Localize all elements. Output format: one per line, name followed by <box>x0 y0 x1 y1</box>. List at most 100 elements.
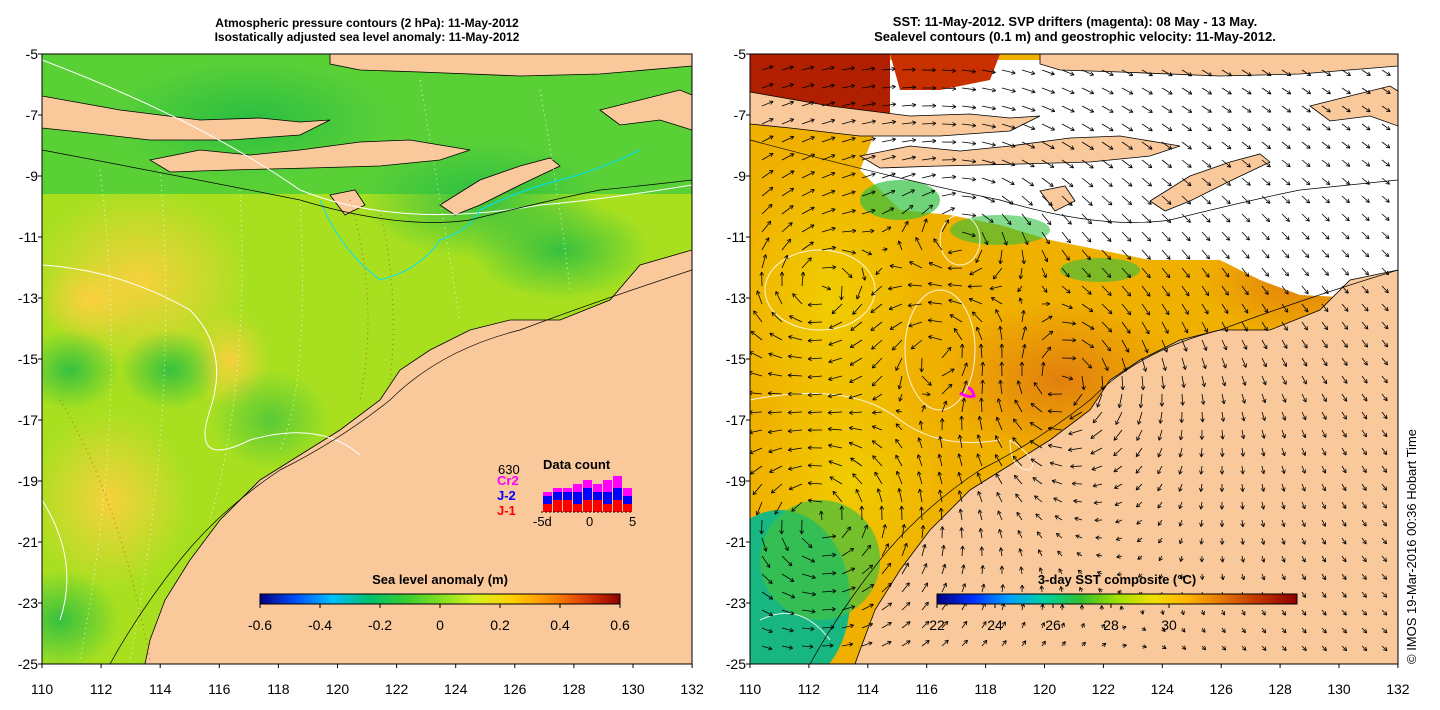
colorbar-tick-label: 0.6 <box>610 617 630 633</box>
velocity-arrows <box>750 65 1391 652</box>
sst-colorbar-ticks: 22 24 26 28 30 <box>929 604 1177 633</box>
colorbar-tick-label: 30 <box>1161 617 1177 633</box>
y-tick-label: -21 <box>18 534 38 550</box>
australia-land-sst <box>854 269 1398 664</box>
x-tick-label: 110 <box>31 681 54 697</box>
colorbar-tick-label: 28 <box>1103 617 1119 633</box>
x-tick-label: 128 <box>1268 681 1292 697</box>
bar-j1 <box>623 504 632 512</box>
x-tick-label: 118 <box>974 681 997 697</box>
y-tick-label: -5 <box>26 46 39 62</box>
legend-j1: J-1 <box>497 503 516 518</box>
x-tick-label: 132 <box>680 681 704 697</box>
x-tick-label: 112 <box>90 681 113 697</box>
y-tick-label: -23 <box>726 595 746 611</box>
x-tick-label: 128 <box>562 681 586 697</box>
colorbar-tick-label: -0.2 <box>368 617 392 633</box>
bar-cr2 <box>593 484 602 492</box>
colorbar-tick-label: 0 <box>436 617 444 633</box>
x-tick-label: 110 <box>739 681 762 697</box>
bar-j2 <box>613 488 622 500</box>
imos-credit: © IMOS 19-Mar-2016 00:36 Hobart Time <box>1404 428 1419 664</box>
bar-j1 <box>613 500 622 512</box>
sla-colorbar-ticks: -0.6 -0.4 -0.2 0 0.2 0.4 0.6 <box>248 604 630 633</box>
bar-cr2 <box>613 476 622 488</box>
x-tick-label: 118 <box>267 681 290 697</box>
data-count-number: 630 <box>498 462 520 477</box>
bar-cr2 <box>583 480 592 488</box>
bar-j2 <box>573 492 582 504</box>
java-island <box>42 95 331 141</box>
inset-tick-right: 5 <box>629 514 636 529</box>
inset-tick-left: -5d <box>533 514 552 529</box>
x-tick-label: 116 <box>208 681 231 697</box>
australia-land <box>144 249 692 664</box>
data-count-inset: 630 Data count Cr2 J-2 J-1 -5d 0 5 <box>497 457 636 529</box>
y-tick-label: -5 <box>734 46 747 62</box>
bar-j2 <box>553 492 562 500</box>
data-count-bars <box>543 476 632 512</box>
sla-map <box>42 54 692 664</box>
x-tick-label: 124 <box>444 681 468 697</box>
bar-cr2 <box>623 488 632 496</box>
y-tick-label: -11 <box>727 229 746 245</box>
y-tick-label: -15 <box>726 351 746 367</box>
right-title-line2: Sealevel contours (0.1 m) and geostrophi… <box>874 29 1276 44</box>
bar-j1 <box>583 500 592 512</box>
colorbar-tick-label: 24 <box>987 617 1003 633</box>
x-tick-label: 112 <box>798 681 821 697</box>
timor-island <box>439 157 561 216</box>
sla-colorbar <box>259 593 621 605</box>
x-tick-label: 122 <box>1092 681 1116 697</box>
x-tick-label: 124 <box>1151 681 1175 697</box>
colorbar-tick-label: -0.6 <box>248 617 272 633</box>
sst-colorbar-title: 3-day SST composite (°C) <box>1038 572 1196 587</box>
bar-j1 <box>563 500 572 512</box>
colorbar-tick-label: 0.2 <box>490 617 510 633</box>
x-tick-label: 130 <box>1327 681 1351 697</box>
x-tick-label: 132 <box>1386 681 1410 697</box>
right-title-line1: SST: 11-May-2012. SVP drifters (magenta)… <box>892 14 1258 29</box>
y-tick-label: -7 <box>734 107 747 123</box>
sla-colorbar-title: Sea level anomaly (m) <box>372 572 508 587</box>
bar-j1 <box>573 504 582 512</box>
left-title-line2: Isostatically adjusted sea level anomaly… <box>214 30 520 44</box>
bar-j2 <box>623 496 632 504</box>
x-tick-label: 120 <box>326 681 350 697</box>
x-tick-label: 114 <box>149 681 172 697</box>
colorbar-tick-label: 22 <box>929 617 945 633</box>
colorbar-tick-label: -0.4 <box>308 617 332 633</box>
bar-j1 <box>603 504 612 512</box>
x-tick-label: 114 <box>857 681 880 697</box>
bar-cr2 <box>603 480 612 492</box>
x-tick-label: 116 <box>916 681 939 697</box>
axis-labels: -5 -5 -7 -7 -9 -9 -11 -11 -13 -13 -15 -15 -17 -17 -19 -… <box>18 46 1410 697</box>
x-tick-label: 130 <box>621 681 645 697</box>
bar-j2 <box>583 488 592 500</box>
legend-cr2: Cr2 <box>497 473 519 488</box>
x-tick-label: 126 <box>1210 681 1234 697</box>
x-tick-label: 122 <box>385 681 409 697</box>
legend-j2: J-2 <box>497 488 516 503</box>
y-tick-label: -23 <box>18 595 38 611</box>
y-tick-label: -17 <box>726 412 746 428</box>
x-tick-label: 126 <box>503 681 527 697</box>
bar-cr2 <box>553 488 562 492</box>
inset-tick-mid: 0 <box>586 514 593 529</box>
y-tick-label: -25 <box>18 656 38 672</box>
bar-j1 <box>593 500 602 512</box>
bar-j2 <box>543 496 552 504</box>
y-tick-label: -13 <box>18 290 38 306</box>
nusa-tenggara-islands <box>148 139 471 173</box>
sumba-island <box>329 189 366 216</box>
bar-j1 <box>543 504 552 512</box>
y-tick-label: -11 <box>19 229 38 245</box>
x-tick-label: 120 <box>1033 681 1057 697</box>
y-tick-label: -25 <box>726 656 746 672</box>
y-tick-label: -9 <box>734 168 747 184</box>
borneo-sulawesi-land <box>329 54 692 77</box>
colorbar-tick-label: 26 <box>1045 617 1061 633</box>
bar-cr2 <box>543 492 552 496</box>
bar-cr2 <box>573 484 582 492</box>
